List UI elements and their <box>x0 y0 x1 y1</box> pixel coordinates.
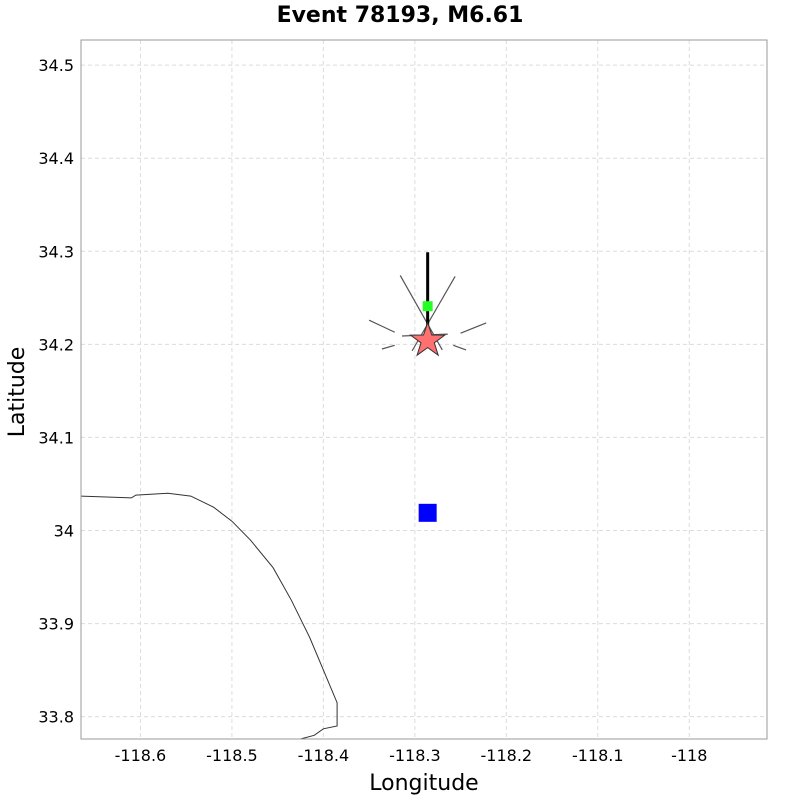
x-tick-label: -118.3 <box>389 746 441 765</box>
map-layer <box>81 252 487 739</box>
hypocenter-marker <box>422 301 433 312</box>
station-marker <box>418 503 437 522</box>
x-axis-ticks: -118.6 -118.5 -118.4 -118.3 -118.2 -118.1 -118 <box>115 746 708 765</box>
y-tick-label: 34.1 <box>38 428 74 447</box>
y-tick-label: 34.4 <box>38 149 74 168</box>
x-tick-label: -118.1 <box>572 746 624 765</box>
coastline <box>81 492 338 739</box>
y-tick-label: 34.5 <box>38 56 74 75</box>
y-tick-label: 33.8 <box>38 708 74 727</box>
fault-line <box>368 319 395 333</box>
y-tick-label: 34.2 <box>38 335 74 354</box>
x-tick-label: -118.2 <box>481 746 533 765</box>
y-tick-label: 34 <box>54 522 74 541</box>
x-axis-label: Longitude <box>369 771 478 796</box>
y-tick-label: 33.9 <box>38 615 74 634</box>
epicenter-star-icon <box>408 321 447 357</box>
fault-line <box>453 344 467 351</box>
x-tick-label: -118.5 <box>206 746 258 765</box>
y-axis-label: Latitude <box>5 347 30 438</box>
x-tick-label: -118.4 <box>298 746 350 765</box>
fault-line <box>460 322 487 334</box>
fault-line <box>381 344 395 350</box>
y-tick-label: 34.3 <box>38 242 74 261</box>
grid <box>81 40 767 739</box>
plot-title: Event 78193, M6.61 <box>277 3 524 28</box>
x-tick-label: -118 <box>671 746 707 765</box>
y-axis-ticks: 33.8 33.9 34 34.1 34.2 34.3 34.4 34.5 <box>38 56 74 727</box>
plot-frame <box>80 39 768 740</box>
x-tick-label: -118.6 <box>115 746 167 765</box>
